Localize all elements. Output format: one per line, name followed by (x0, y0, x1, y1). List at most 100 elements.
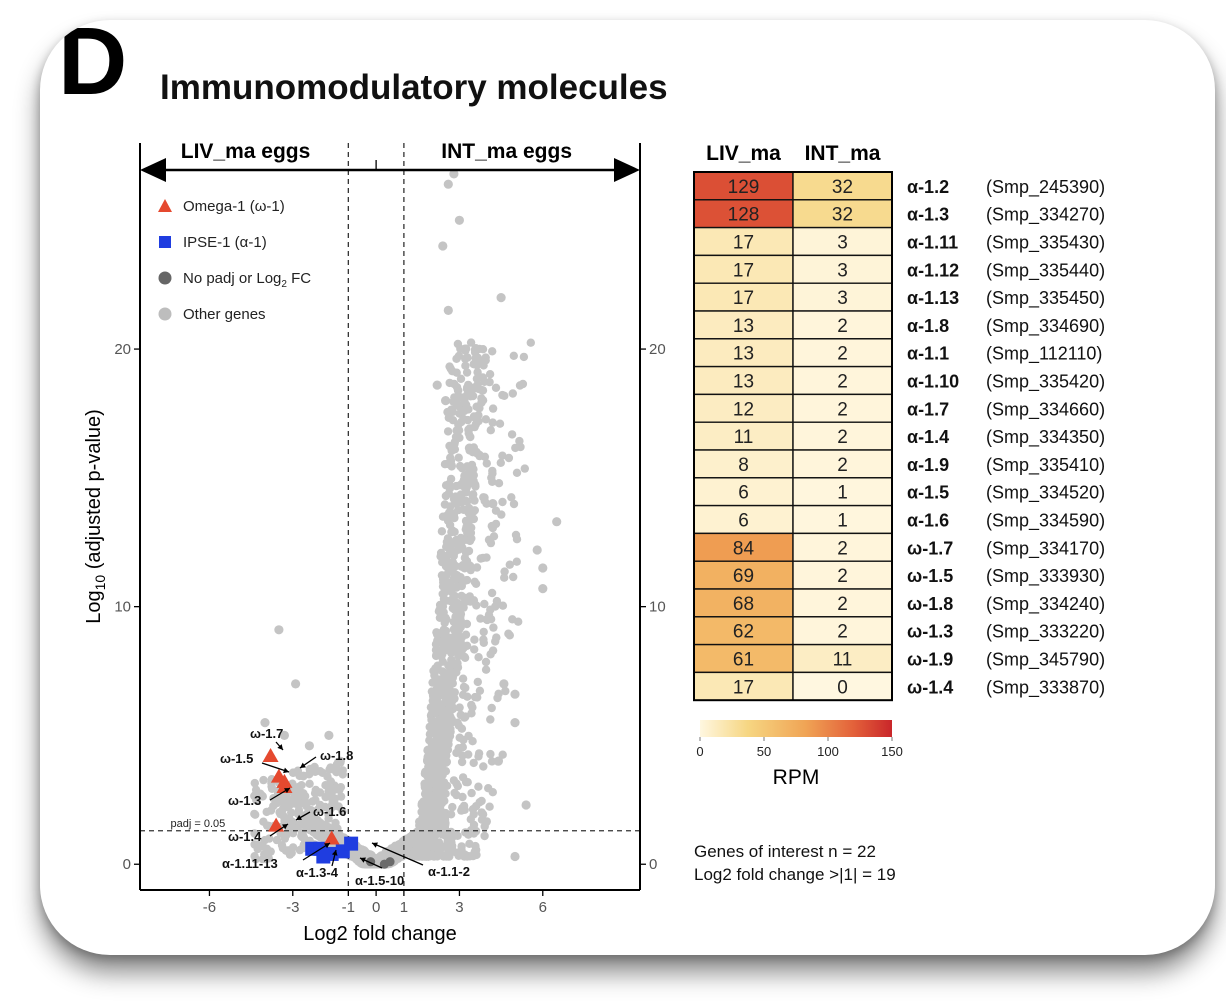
gene-point (470, 635, 479, 644)
gene-point (459, 414, 468, 424)
heatmap-cell-value: 128 (728, 205, 760, 226)
gene-name: ω-1.3 (907, 622, 953, 642)
annotation-arrow (302, 842, 331, 861)
gene-point (488, 347, 497, 356)
gene-id: (Smp_333220) (986, 622, 1105, 643)
gene-point (458, 773, 468, 782)
gene-point (433, 630, 442, 639)
gene-point (413, 831, 422, 840)
gene-point (493, 693, 502, 703)
gene-point (512, 535, 522, 544)
gene-point (452, 619, 461, 629)
gene-point (469, 490, 478, 499)
gene-point (501, 686, 510, 696)
gene-point (450, 379, 459, 389)
gene-point (486, 715, 495, 724)
heatmap-cell-value: 11 (833, 650, 853, 671)
gene-point (295, 782, 304, 791)
gene-point (464, 750, 473, 759)
gene-point (427, 715, 436, 725)
gene-point (324, 814, 333, 823)
heatmap-cell-value: 32 (832, 205, 853, 226)
gene-point (469, 471, 478, 480)
gene-point (467, 788, 476, 798)
heatmap-cell-value: 3 (837, 260, 848, 281)
gene-point (491, 506, 501, 515)
gene-point (492, 633, 501, 642)
gene-point (473, 368, 482, 377)
arrowhead-icon (277, 744, 283, 750)
gene-name: α-1.9 (907, 455, 949, 475)
gene-point (443, 427, 453, 436)
gene-point (443, 305, 453, 315)
gene-point (453, 659, 462, 668)
gene-point (500, 567, 509, 576)
arrowhead-icon (300, 762, 306, 768)
y-tick-label-right: 10 (649, 599, 666, 616)
gene-point (488, 499, 498, 509)
gene-point (420, 769, 430, 778)
gene-point (256, 842, 266, 851)
gene-point (278, 811, 288, 820)
gene-point (401, 843, 411, 852)
heatmap-cell (693, 449, 794, 479)
gene-point (291, 679, 301, 689)
heatmap-cell (792, 199, 893, 229)
gene-point (475, 686, 485, 695)
gene-name: ω-1.8 (907, 594, 953, 614)
gene-name: α-1.5 (907, 483, 949, 503)
x-axis-label: Log2 fold change (303, 923, 456, 945)
gene-point (458, 690, 468, 699)
heatmap-cell-value: 2 (837, 344, 848, 365)
gene-name: α-1.4 (907, 427, 949, 447)
gene-point (450, 439, 459, 449)
gene-point (532, 545, 542, 555)
legend-label: Omega-1 (ω-1) (183, 198, 285, 215)
figure-title: Immunomodulatory molecules (160, 68, 668, 107)
gene-point (509, 351, 518, 360)
gene-point (338, 807, 347, 816)
gene-point (280, 834, 290, 843)
gene-point (352, 851, 361, 860)
heatmap-cell (792, 532, 893, 562)
color-scale-label: RPM (773, 766, 820, 789)
gene-name: ω-1.5 (907, 566, 953, 586)
gene-point (324, 823, 333, 832)
heatmap-cell-value: 69 (733, 566, 754, 587)
gene-point (479, 627, 488, 637)
gene-name: α-1.6 (907, 511, 949, 531)
gene-point (445, 520, 455, 530)
point-annotation: α-1.5-10 (355, 873, 404, 888)
gene-point (457, 757, 467, 767)
gene-point (456, 461, 465, 471)
heatmap-cell (792, 504, 893, 535)
gene-point (444, 536, 454, 545)
heatmap-cell-value: 2 (837, 427, 848, 448)
gene-point (262, 821, 272, 830)
gene-point (421, 852, 430, 861)
heatmap-cell-value: 32 (832, 177, 853, 198)
gene-id: (Smp_334350) (986, 427, 1105, 448)
heatmap-cell-value: 84 (733, 538, 755, 559)
gene-point (492, 596, 502, 606)
y-tick-label-left: 10 (114, 599, 131, 616)
gene-point (453, 781, 462, 791)
gene-point (262, 807, 271, 817)
legend-label: Other genes (183, 306, 266, 323)
heatmap-cell-value: 13 (733, 344, 754, 365)
gene-id: (Smp_333870) (986, 677, 1105, 698)
gene-point (261, 854, 270, 864)
panel-letter: D (58, 20, 128, 115)
heatmap-cell-value: 12 (733, 399, 754, 420)
annotation-arrow (371, 842, 424, 866)
y-axis-label: Log10 (adjusted p-value) (83, 409, 108, 624)
gene-point (505, 560, 514, 569)
gene-point (441, 396, 451, 406)
gene-point (476, 614, 485, 623)
arrowhead-icon (283, 767, 289, 774)
gene-point (485, 377, 494, 387)
gene-point (454, 612, 464, 621)
gene-point (429, 773, 438, 782)
gene-point (504, 629, 513, 638)
gene-point (441, 491, 451, 501)
